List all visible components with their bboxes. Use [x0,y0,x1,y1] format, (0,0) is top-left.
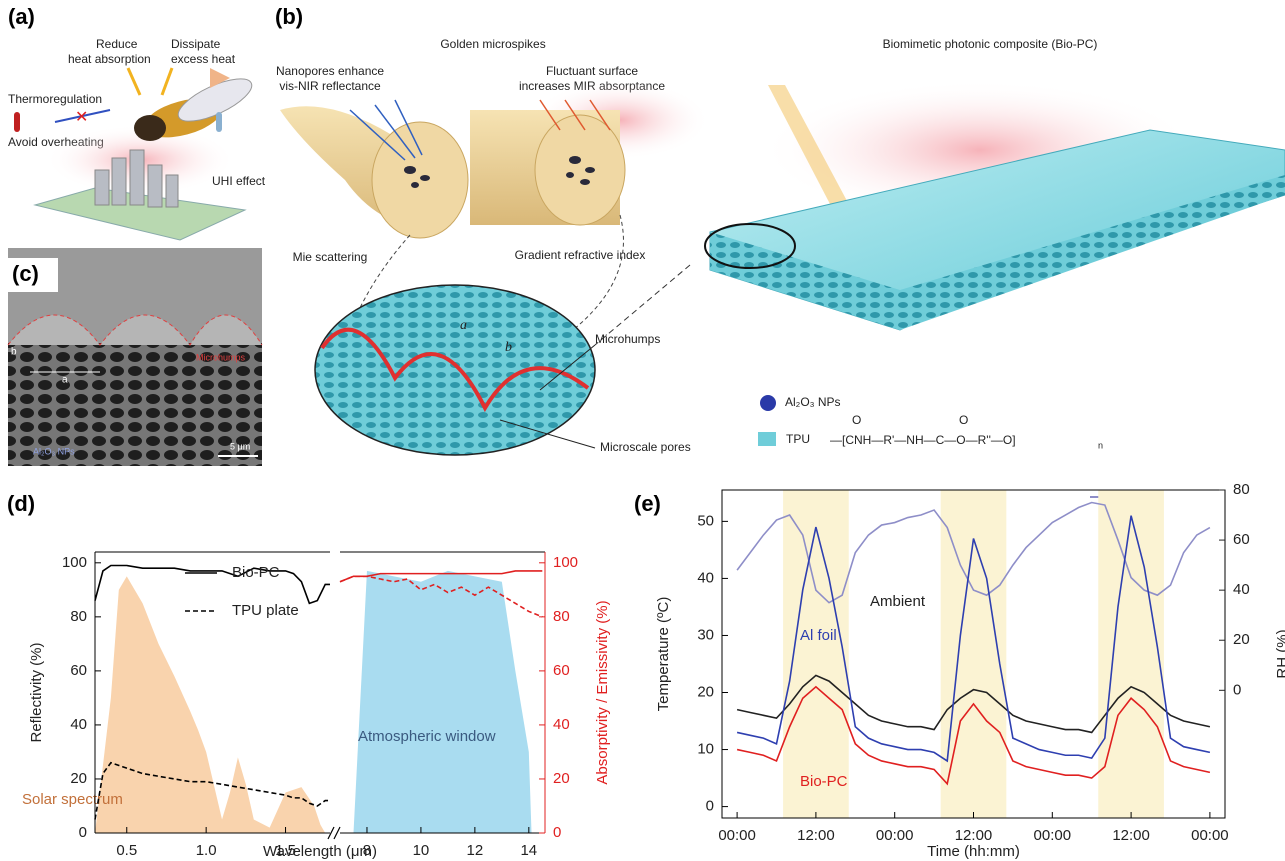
thermometer [216,112,222,132]
bug-head [134,115,166,141]
label: Biomimetic photonic composite (Bio-PC) [883,37,1098,51]
y-tick-label: 30 [697,626,714,643]
y2-axis-label: RH (%) [1274,629,1285,678]
label: Microhumps [595,332,660,346]
legend-label: TPU plate [232,602,299,619]
y2-tick-label: 20 [553,770,570,787]
y2-tick-label: 40 [553,716,570,733]
label: Nanopores enhance [276,64,384,78]
label: Al₂O₃ NPs [33,446,75,456]
label: Fluctuant surface [546,64,638,78]
legend-label: TPU [786,432,810,446]
series-label: Bio-PC [800,773,848,790]
x-tick-label: 10 [413,842,430,859]
formula: —[CNH—R'—NH—C—O—R''—O] [830,433,1016,447]
y2-tick-label: 0 [1233,681,1241,698]
y2-tick-label: 80 [1233,481,1250,498]
label: Reduce [96,37,138,51]
label: a [460,318,467,333]
label: Dissipate [171,37,221,51]
x-tick-label: 0.5 [116,842,137,859]
x-axis-label: Time (hh:mm) [927,843,1020,860]
x-tick-label: 14 [520,842,537,859]
x-tick-label: 1.0 [196,842,217,859]
formula: n [1098,440,1103,450]
x-tick-label: 12:00 [797,827,835,844]
panel-label: (a) [8,4,35,29]
fiber-section [372,122,468,238]
x-tick-label: 00:00 [1191,827,1229,844]
y2-axis-label: Absorptivity / Emissivity (%) [594,600,611,784]
y-tick-label: 0 [706,798,714,815]
label: b [505,340,512,355]
y2-tick-label: 20 [1233,631,1250,648]
area [353,571,531,833]
x-tick-label: 12 [467,842,484,859]
y-tick-label: 80 [70,608,87,625]
panel-a: (a) Reduce heat absorption Dissipate exc… [8,4,266,240]
y2-tick-label: 60 [1233,531,1250,548]
y-tick-label: 40 [70,716,87,733]
legend-label: Al₂O₃ NPs [785,395,841,409]
legend-marker [758,432,776,446]
fiber-section [535,115,625,225]
label: vis-NIR reflectance [279,79,381,93]
x-tick-label: 12:00 [955,827,993,844]
x-tick-label: 00:00 [718,827,756,844]
y-tick-label: 100 [62,554,87,571]
label: heat absorption [68,52,151,66]
y-axis-label: Temperature (ºC) [655,597,672,712]
y-tick-label: 0 [79,824,87,841]
legend-marker [760,395,776,411]
y2-tick-label: 0 [553,824,561,841]
y-tick-label: 20 [70,770,87,787]
thermometer [14,112,20,132]
arrow [162,68,172,95]
y-tick-label: 50 [697,512,714,529]
y-tick-label: 60 [70,662,87,679]
x-axis-label: Wavelength (μm) [263,843,377,860]
area-label: Solar spectrum [22,791,123,808]
label: 5 μm [230,441,250,451]
x-tick-label: 12:00 [1112,827,1150,844]
day-period [1098,490,1164,818]
microhump-outline [8,315,262,345]
formula: O [852,413,861,427]
formula: O [959,413,968,427]
y-tick-label: 10 [697,741,714,758]
axis-break [328,548,340,839]
series-label: Ambient [870,593,926,610]
series-label: Al foil [800,627,837,644]
area-label: Atmospheric window [358,728,496,745]
label: b [11,347,17,358]
figure: (a) Reduce heat absorption Dissipate exc… [0,0,1285,861]
x-tick-label: 00:00 [1034,827,1072,844]
legend-label: Bio-PC [232,564,280,581]
arrow [128,68,140,95]
y2-tick-label: 40 [1233,581,1250,598]
cross: ✕ [75,109,88,126]
y2-tick-label: 80 [553,608,570,625]
label: Thermoregulation [8,92,102,106]
label: a [62,375,68,386]
y2-tick-label: 100 [553,554,578,571]
y-tick-label: 20 [697,683,714,700]
panel-label: (e) [634,491,661,516]
panel-c: (c) Microhumps a b Al₂O₃ NPs 5 μm [8,248,262,466]
panel-label: (c) [12,261,39,286]
label: Microhumps [196,352,246,362]
y2-tick-label: 60 [553,662,570,679]
panel-label: (d) [7,491,35,516]
label: Microscale pores [600,440,691,454]
x-tick-label: 00:00 [876,827,914,844]
panel-label: (b) [275,4,303,29]
y-tick-label: 40 [697,569,714,586]
label: Gradient refractive index [515,248,646,262]
label: Golden microspikes [440,37,545,51]
label: excess heat [171,52,236,66]
y-axis-label: Reflectivity (%) [28,642,45,742]
panel-b: (b) Golden microspikes Nanopores enhance… [275,4,1285,455]
label: Mie scattering [293,250,368,264]
